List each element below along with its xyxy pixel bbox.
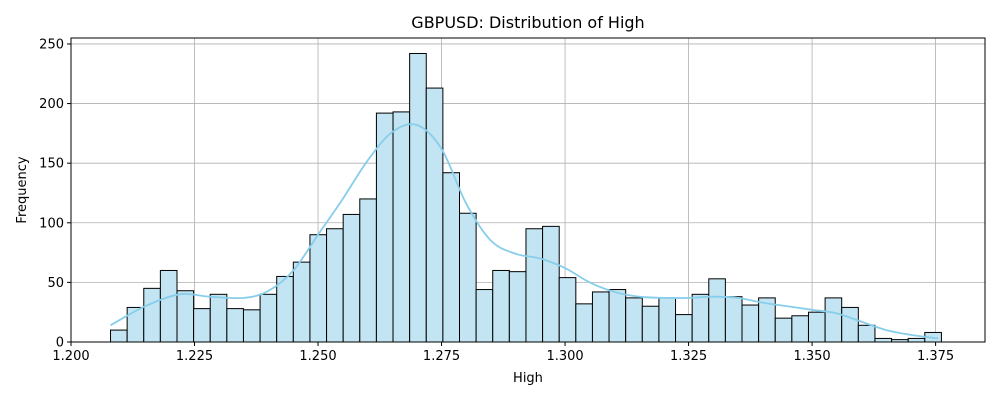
histogram-bar bbox=[558, 277, 577, 343]
histogram-bar bbox=[159, 269, 178, 343]
x-tick-label: 1.225 bbox=[176, 349, 213, 364]
histogram-bar bbox=[475, 289, 494, 343]
y-axis-label: Frequency bbox=[15, 156, 30, 223]
histogram-bar bbox=[824, 297, 843, 343]
y-tick-label: 200 bbox=[39, 97, 64, 112]
histogram-bar bbox=[226, 308, 244, 343]
histogram-bar bbox=[774, 317, 793, 343]
x-tick-label: 1.250 bbox=[299, 349, 336, 364]
x-tick-label: 1.275 bbox=[423, 349, 460, 364]
histogram-bar bbox=[525, 228, 544, 343]
histogram-bar bbox=[259, 293, 278, 343]
histogram-bar bbox=[292, 261, 311, 343]
histogram-bar bbox=[209, 293, 228, 343]
histogram-bar bbox=[791, 315, 809, 343]
chart-title: GBPUSD: Distribution of High bbox=[411, 13, 644, 32]
histogram-bar bbox=[641, 305, 660, 343]
histogram-bar bbox=[276, 275, 294, 343]
histogram-bar bbox=[392, 111, 411, 343]
histogram-bar bbox=[492, 269, 510, 343]
histogram-bar bbox=[658, 297, 677, 343]
x-axis-label: High bbox=[513, 371, 543, 386]
histogram-bar bbox=[342, 213, 361, 343]
histogram-bar bbox=[542, 225, 560, 343]
histogram-bar bbox=[608, 289, 627, 343]
histogram-bar bbox=[459, 212, 477, 343]
histogram-bar bbox=[143, 287, 161, 343]
histogram-bars bbox=[110, 52, 942, 343]
histogram-bar bbox=[625, 297, 643, 343]
x-tick-label: 1.375 bbox=[917, 349, 954, 364]
histogram-bar bbox=[874, 337, 893, 343]
histogram-bar bbox=[841, 306, 859, 343]
histogram-bar bbox=[807, 311, 826, 343]
histogram-bar bbox=[242, 309, 261, 343]
histogram-bar bbox=[110, 329, 128, 343]
y-tick-label: 250 bbox=[39, 37, 64, 52]
histogram-bar bbox=[508, 271, 527, 343]
x-axis-ticks: 1.200 1.225 1.250 1.275 1.300 1.325 1.350 1.375 bbox=[52, 342, 954, 364]
y-axis-ticks: 0 50 100 150 200 250 bbox=[39, 37, 71, 351]
histogram-bar bbox=[741, 304, 760, 343]
y-tick-label: 100 bbox=[39, 216, 64, 231]
histogram-bar bbox=[309, 234, 328, 343]
histogram-bar bbox=[176, 290, 195, 343]
histogram-bar bbox=[359, 198, 377, 343]
histogram-bar bbox=[126, 306, 145, 343]
kde-curve bbox=[110, 123, 939, 340]
histogram-bar bbox=[724, 296, 743, 343]
histogram-bar bbox=[691, 293, 710, 343]
x-tick-label: 1.300 bbox=[546, 349, 583, 364]
grid bbox=[70, 38, 985, 343]
histogram-bar bbox=[409, 52, 427, 343]
histogram-bar bbox=[442, 172, 461, 343]
histogram-bar bbox=[907, 337, 926, 343]
x-tick-label: 1.200 bbox=[52, 349, 89, 364]
plot-frame bbox=[70, 37, 986, 343]
histogram-bar bbox=[193, 308, 211, 343]
histogram-bar bbox=[857, 324, 876, 343]
histogram-bar bbox=[675, 314, 693, 343]
y-tick-label: 150 bbox=[39, 157, 64, 172]
histogram-bar bbox=[575, 303, 593, 343]
histogram-bar bbox=[591, 291, 610, 343]
x-tick-label: 1.325 bbox=[670, 349, 707, 364]
histogram-bar bbox=[425, 87, 444, 343]
x-tick-label: 1.350 bbox=[793, 349, 830, 364]
y-tick-label: 0 bbox=[56, 336, 64, 351]
histogram-bar bbox=[708, 278, 726, 343]
histogram-bar bbox=[326, 228, 344, 343]
histogram-bar bbox=[375, 112, 394, 343]
y-tick-label: 50 bbox=[47, 276, 64, 291]
